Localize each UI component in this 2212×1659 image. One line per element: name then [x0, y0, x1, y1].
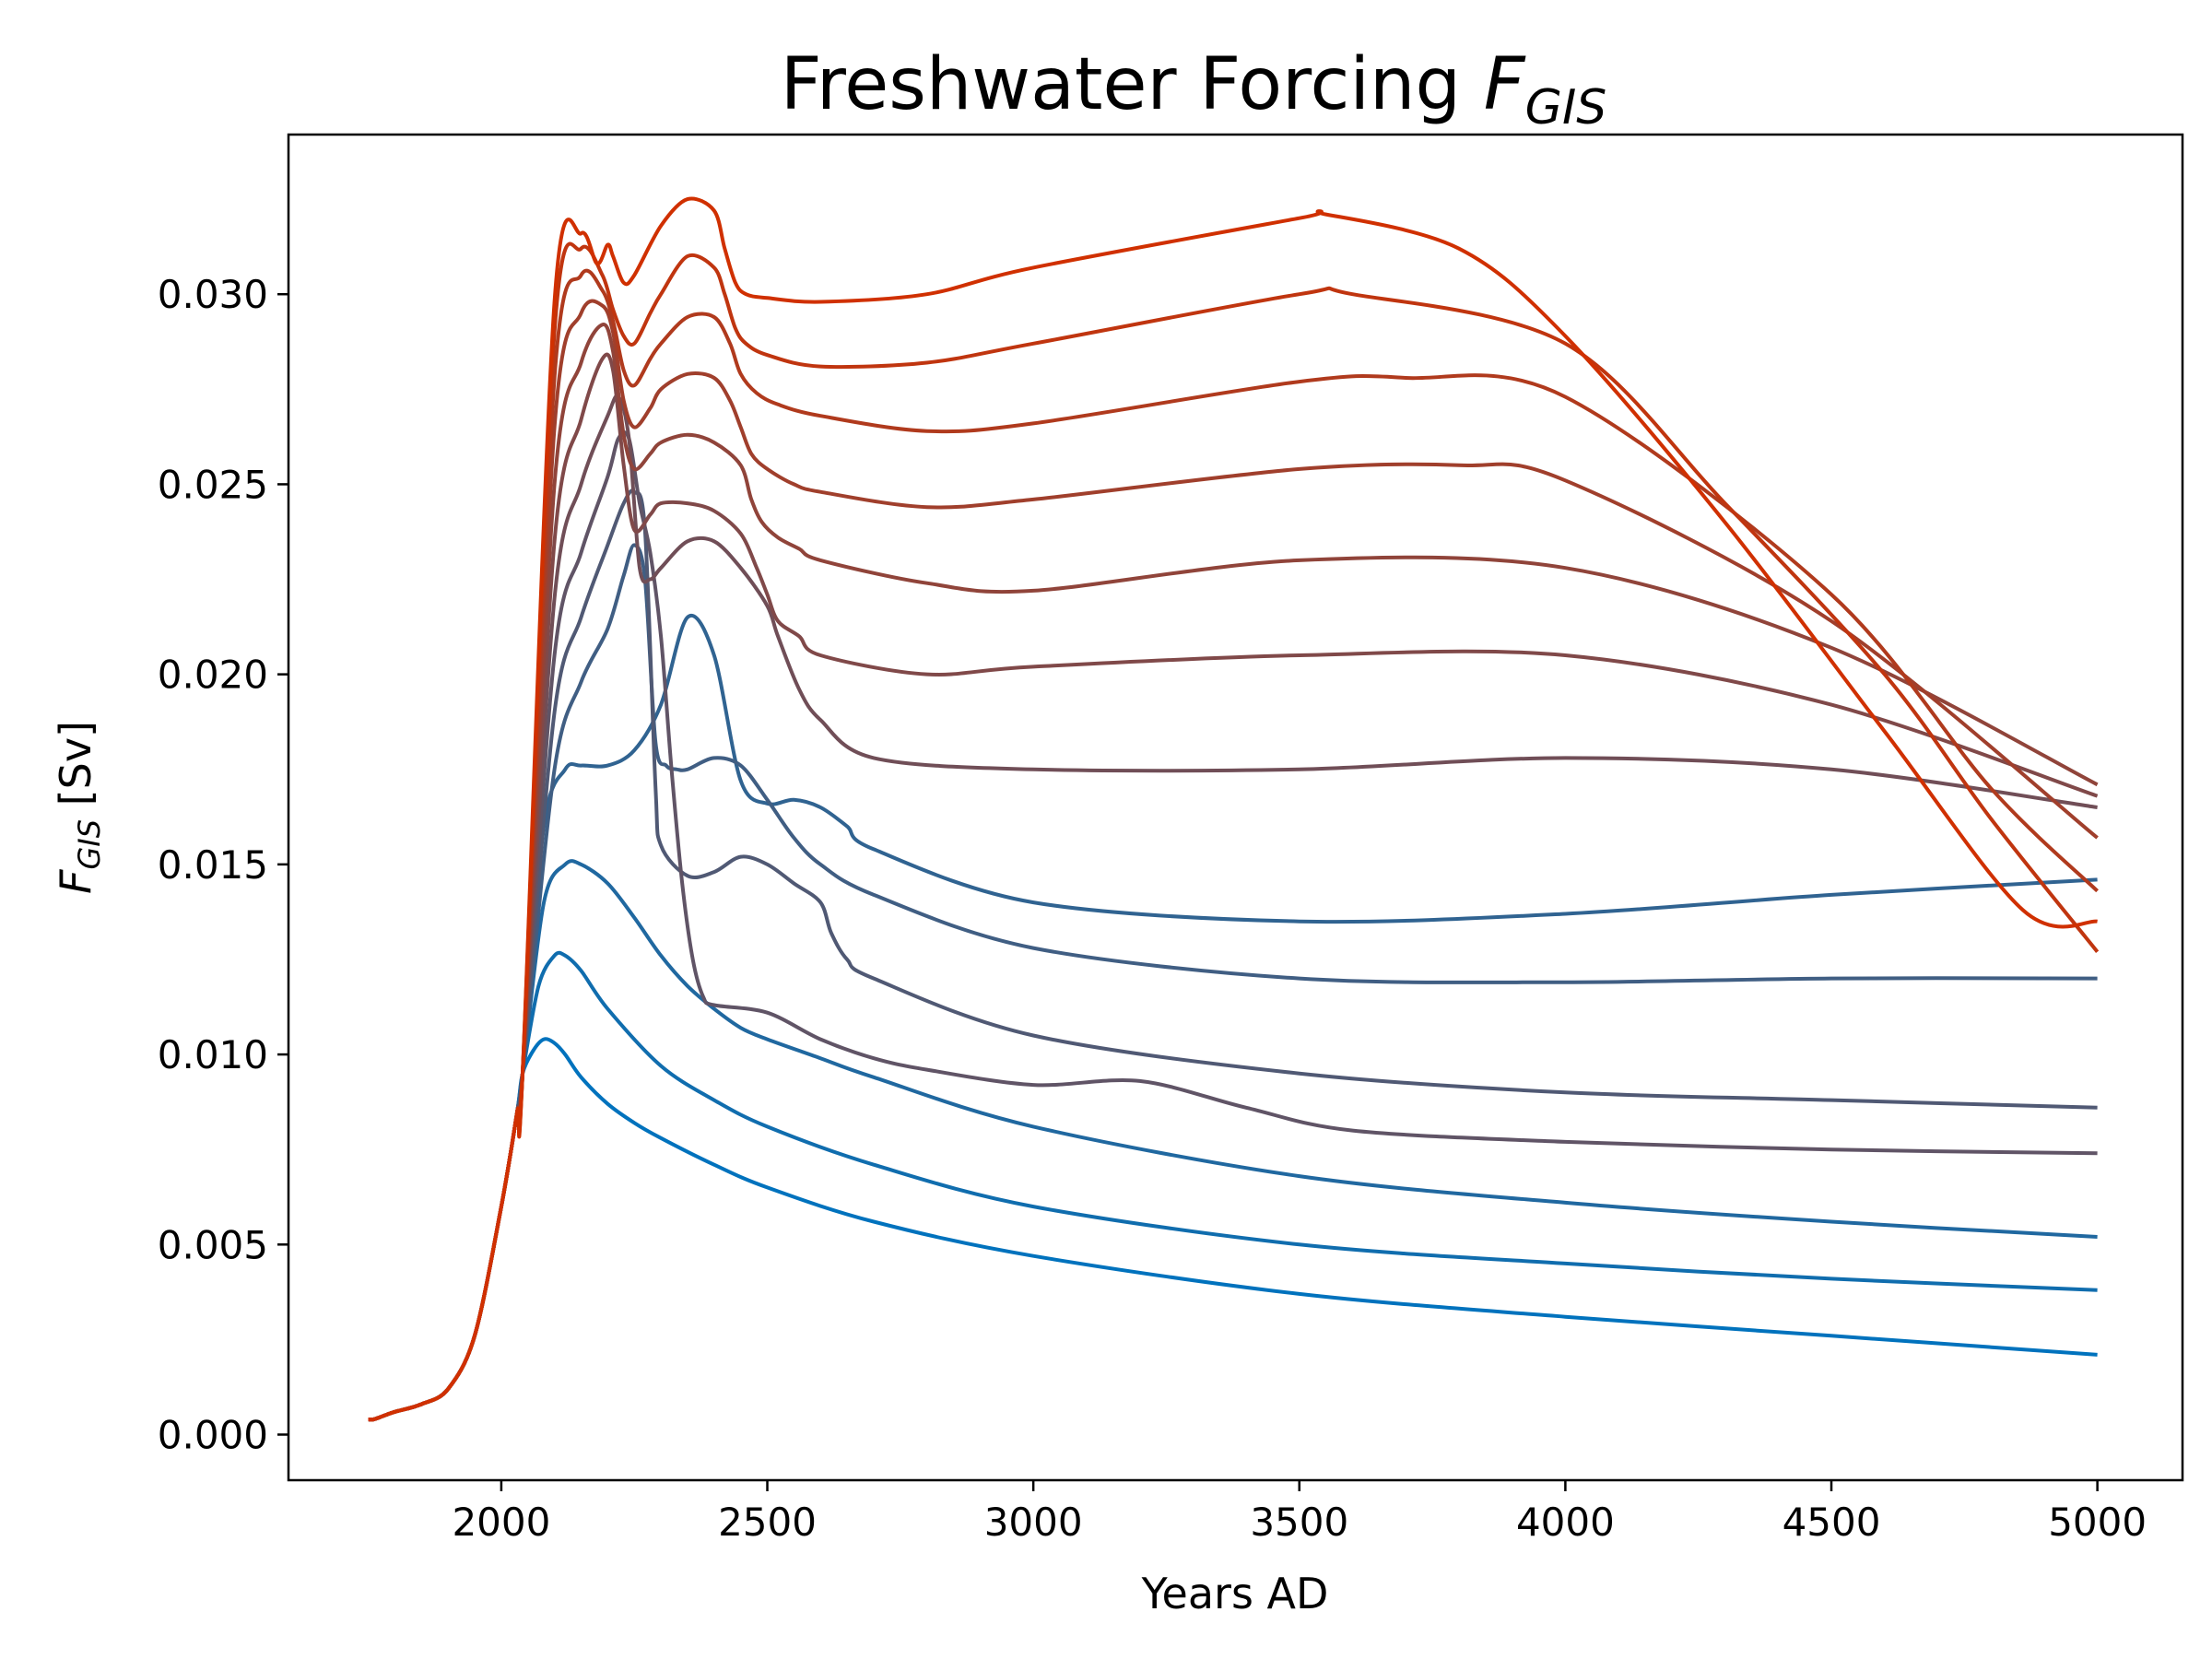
x-tick-label: 4000 [1516, 1500, 1615, 1545]
x-tick-label: 5000 [2048, 1500, 2147, 1545]
y-axis-label-unit: [Sv] [51, 721, 100, 819]
y-tick-label: 0.015 [158, 842, 268, 888]
x-tick-label: 3000 [984, 1500, 1083, 1545]
y-axis-label-symbol: F [51, 869, 100, 894]
series-line-7 [368, 430, 2098, 1422]
x-axis-ticks: 2000 2500 3000 3500 4000 4500 5000 [452, 1480, 2147, 1545]
series-line-9 [368, 352, 2099, 1422]
x-tick-label: 2000 [452, 1500, 550, 1545]
y-tick-label: 0.005 [158, 1222, 268, 1267]
axes-frame [287, 133, 2184, 1482]
y-tick-label: 0.020 [158, 653, 268, 698]
y-tick-label: 0.000 [158, 1413, 268, 1458]
x-tick-label: 4500 [1783, 1500, 1881, 1545]
plot-area [287, 133, 2184, 1482]
chart-title: Freshwater Forcing FGIS [781, 43, 1607, 135]
series-lines [368, 196, 2100, 1422]
series-line-11 [368, 299, 2099, 1422]
y-tick-label: 0.010 [158, 1032, 268, 1077]
y-axis-label-subscript: GIS [72, 819, 107, 870]
x-tick-label: 2500 [718, 1500, 817, 1545]
y-axis-ticks: 0.000 0.005 0.010 0.015 0.020 0.025 0.030 [158, 272, 288, 1458]
series-line-2 [368, 950, 2098, 1422]
series-line-1 [368, 1037, 2098, 1422]
x-axis-label: Years AD [1141, 1569, 1329, 1618]
chart-title-text: Freshwater Forcing [781, 43, 1484, 126]
y-axis-label: FGIS [Sv] [51, 721, 107, 894]
y-tick-label: 0.030 [158, 272, 268, 317]
series-line-5 [368, 543, 2098, 1422]
chart-title-subscript: GIS [1525, 80, 1607, 135]
chart-title-symbol: F [1484, 43, 1526, 126]
x-tick-label: 3500 [1250, 1500, 1348, 1545]
y-tick-label: 0.025 [158, 462, 268, 507]
series-line-14 [368, 196, 2098, 1422]
series-line-4 [368, 614, 2098, 1422]
